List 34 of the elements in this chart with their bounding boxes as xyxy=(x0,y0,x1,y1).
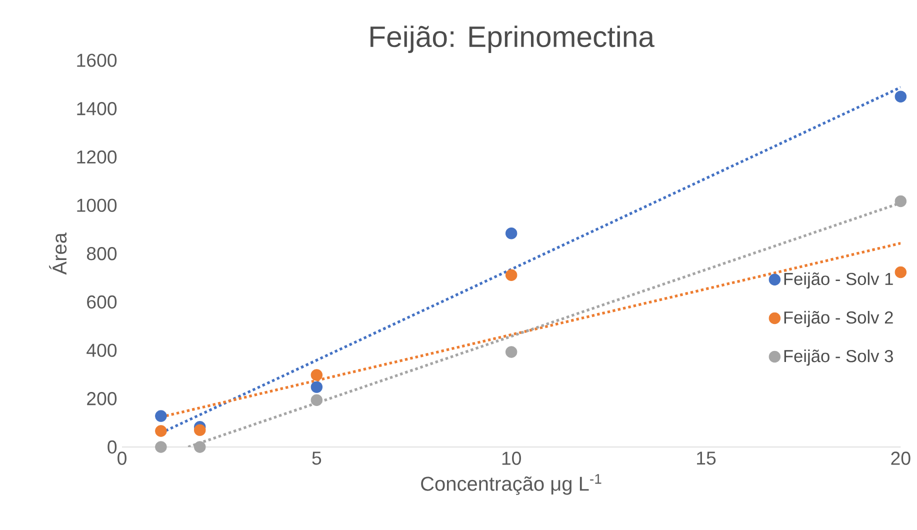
legend-label: Feijão - Solv 1 xyxy=(784,272,893,289)
point xyxy=(155,441,167,453)
point xyxy=(155,425,167,437)
legend-label: Feijão - Solv 3 xyxy=(784,349,893,366)
x-tick-label: 0 xyxy=(118,452,126,465)
y-axis-title: Área xyxy=(49,232,67,275)
y-tick-label: 0 xyxy=(108,440,117,454)
point xyxy=(505,346,518,358)
y-tick-label: 400 xyxy=(86,344,117,357)
y-tick-label: 1400 xyxy=(77,102,117,116)
x-tick-label: 15 xyxy=(697,452,716,465)
point xyxy=(894,266,907,278)
y-tick-label: 200 xyxy=(87,392,117,406)
x-axis-title: Concentração μg L$^{-1}$ xyxy=(421,474,602,495)
y-tick-label: 800 xyxy=(86,247,117,260)
x-tick-label: 5 xyxy=(312,452,322,465)
y-tick-label: 1000 xyxy=(77,198,117,212)
point xyxy=(310,369,323,381)
point xyxy=(894,195,907,208)
point xyxy=(194,441,206,453)
y-tick-label: 1200 xyxy=(77,150,117,164)
chart-title: Feijão: Eprinomectina xyxy=(370,26,654,53)
point xyxy=(894,90,907,102)
point xyxy=(505,227,518,240)
point xyxy=(155,410,167,422)
point xyxy=(505,269,518,282)
point xyxy=(310,381,323,393)
x-tick-label: 20 xyxy=(891,452,910,465)
point xyxy=(310,394,323,406)
legend-label: Feijão - Solv 2 xyxy=(784,310,893,328)
y-tick-label: 1600 xyxy=(77,54,117,67)
x-tick-label: 10 xyxy=(502,452,521,465)
y-tick-label: 600 xyxy=(87,295,117,309)
point xyxy=(194,424,206,436)
